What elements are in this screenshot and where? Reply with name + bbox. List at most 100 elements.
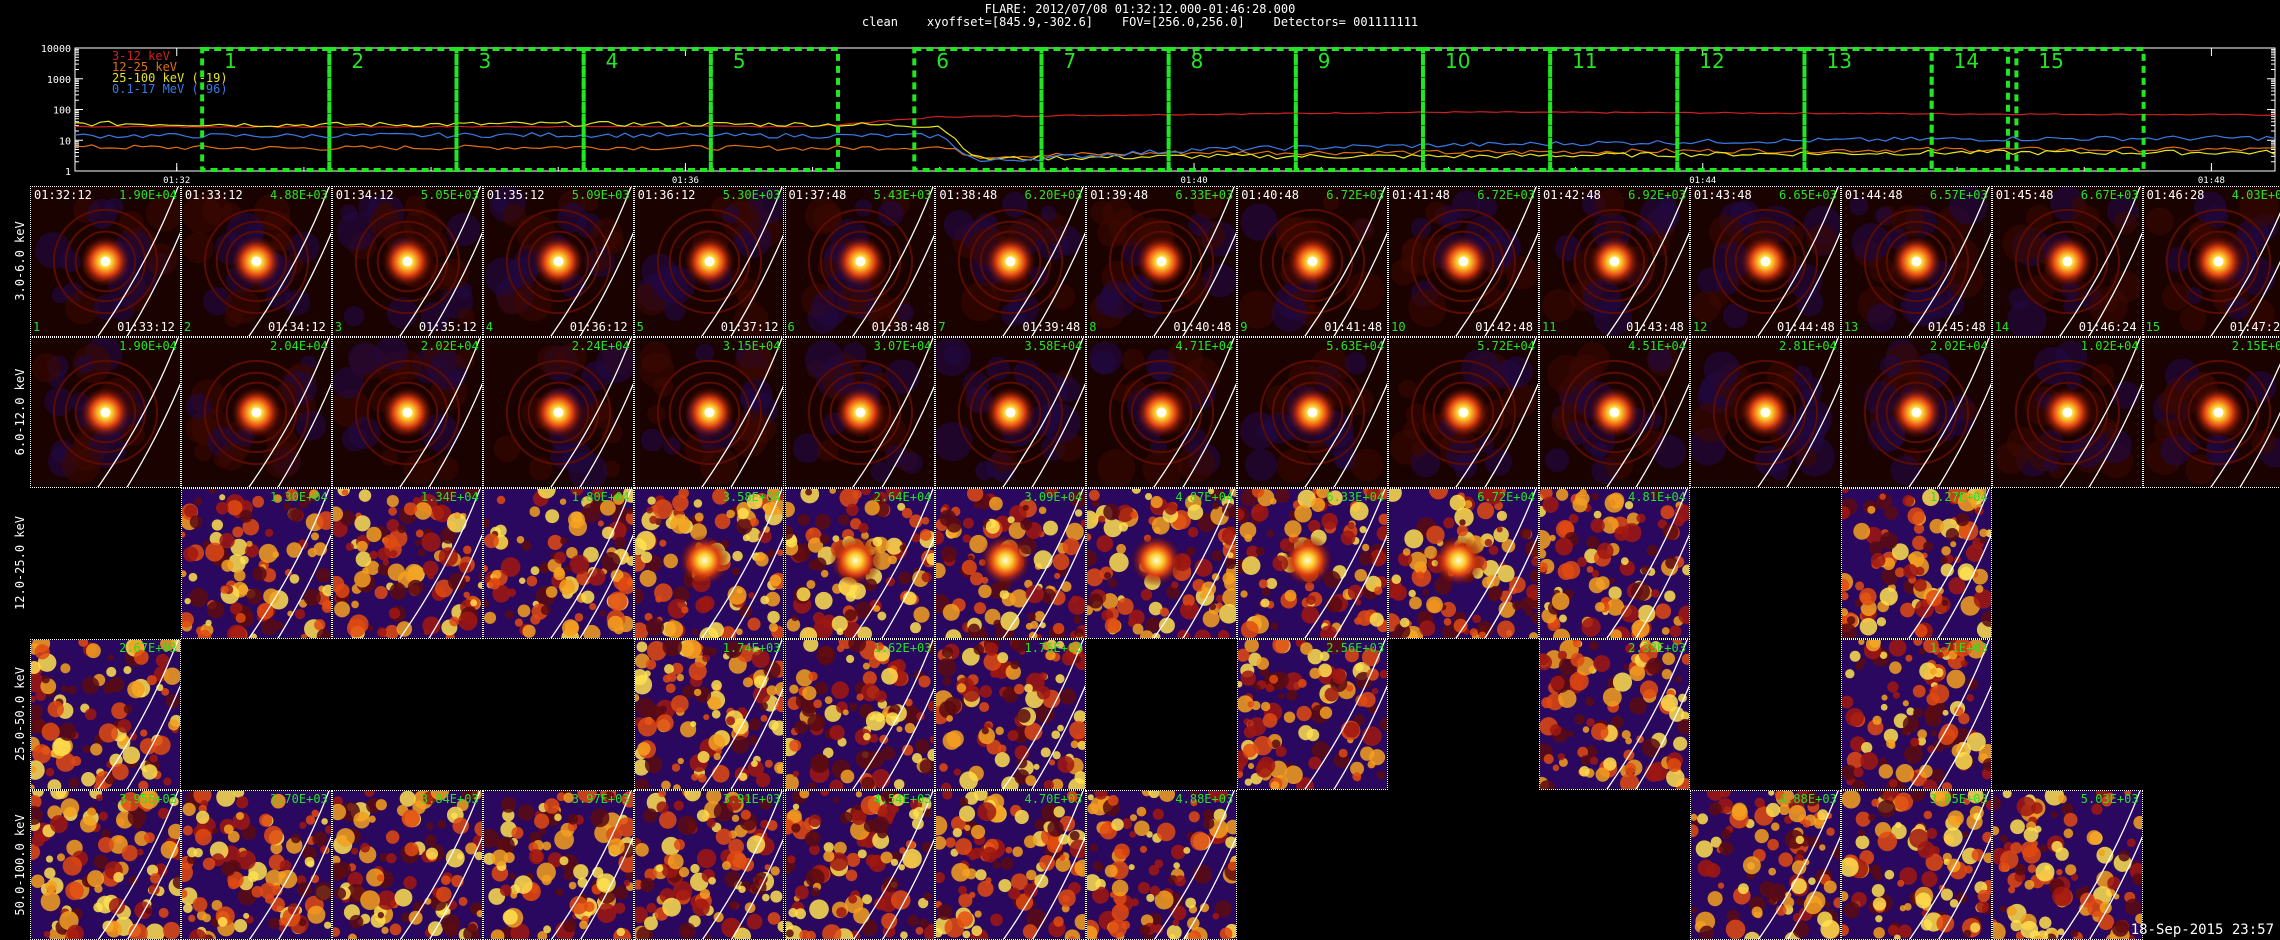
noise-blob <box>1227 552 1234 559</box>
noise-blob <box>491 849 508 866</box>
clean-image <box>181 790 331 940</box>
solar-limb-line <box>1002 639 1085 789</box>
noise-blob <box>206 600 225 619</box>
sidelobe-ring <box>1583 381 1646 444</box>
noise-blob <box>188 572 198 582</box>
noise-blob <box>958 885 968 895</box>
noise-blob <box>2007 885 2015 893</box>
solar-limb-line <box>880 383 935 487</box>
noise-blob <box>123 665 132 674</box>
noise-blob <box>446 212 481 247</box>
noise-blob <box>202 913 211 922</box>
noise-blob <box>1190 798 1198 806</box>
noise-blob <box>215 501 229 515</box>
noise-blob <box>71 755 82 766</box>
clean-image <box>936 187 1086 336</box>
solar-limb-line <box>550 790 632 940</box>
noise-blob <box>388 506 397 516</box>
noise-blob <box>1081 519 1086 527</box>
noise-blob <box>1005 846 1013 854</box>
y-tick-label: 10000 <box>41 44 71 55</box>
noise-blob <box>1623 663 1630 670</box>
noise-blob <box>595 872 616 893</box>
sidelobe-ring <box>2187 381 2249 444</box>
noise-blob <box>322 584 331 597</box>
noise-blob <box>161 687 170 696</box>
noise-blob <box>872 604 880 612</box>
noise-blob <box>1047 820 1065 837</box>
noise-blob <box>855 693 864 701</box>
x-tick-label: 01:40 <box>1181 176 1208 186</box>
noise-blob <box>488 577 500 590</box>
noise-blob <box>2106 876 2121 890</box>
noise-blob <box>1791 859 1807 875</box>
noise-blob <box>1792 921 1809 938</box>
source-peak <box>1911 256 1922 267</box>
noise-blob <box>647 496 656 505</box>
noise-blob <box>943 603 961 621</box>
noise-blob <box>457 307 475 326</box>
noise-blob <box>1798 447 1817 467</box>
noise-blob <box>1414 560 1428 574</box>
noise-blob <box>1103 518 1123 538</box>
noise-blob <box>1264 412 1296 444</box>
image-max-value: 6.92E+03 <box>1628 188 1686 202</box>
solar-limb-line <box>1304 337 1386 487</box>
clean-image <box>634 488 784 638</box>
noise-blob <box>607 591 628 611</box>
noise-blob <box>1841 623 1857 638</box>
noise-blob <box>1193 189 1224 220</box>
noise-blob <box>1992 825 1999 835</box>
noise-blob <box>798 929 810 940</box>
map-cell: 5.05E+03 01:34:12 01:35:12 3 <box>331 186 483 337</box>
noise-blob <box>1547 354 1587 395</box>
noise-blob <box>963 517 975 529</box>
interval-box <box>1802 47 1934 172</box>
noise-blob <box>1532 599 1538 608</box>
solar-limb-line <box>550 488 632 638</box>
legend-entry: 3-12 keV <box>112 49 170 63</box>
sidelobe-ring <box>203 359 309 465</box>
clean-image <box>785 639 935 789</box>
solar-limb-line <box>1908 790 1990 940</box>
noise-blob <box>880 851 893 864</box>
noise-blob <box>1157 822 1176 841</box>
noise-blob <box>1540 654 1553 671</box>
noise-blob <box>529 614 541 625</box>
image-max-value: 1.80E+04 <box>571 489 630 504</box>
noise-blob <box>529 506 540 517</box>
noise-blob <box>458 896 468 906</box>
noise-blob <box>233 790 245 798</box>
noise-blob <box>1087 802 1099 814</box>
noise-blob <box>93 781 106 789</box>
noise-blob <box>2205 204 2229 228</box>
map-cell: 6.65E+03 01:43:48 01:44:48 12 <box>1689 186 1841 337</box>
noise-blob <box>721 860 731 870</box>
noise-blob <box>513 283 552 322</box>
sidelobe-ring <box>2187 230 2249 293</box>
noise-blob <box>1841 790 1861 809</box>
source-peak <box>251 407 262 418</box>
noise-blob <box>785 525 794 540</box>
noise-blob <box>1274 488 1291 503</box>
noise-blob <box>454 349 476 370</box>
noise-blob <box>1593 510 1602 519</box>
sidelobe-ring <box>807 359 913 465</box>
noise-blob <box>578 920 588 929</box>
noise-blob <box>278 924 285 931</box>
noise-blob <box>777 920 784 932</box>
noise-blob <box>400 912 411 922</box>
solar-limb-line <box>1908 488 1990 638</box>
noise-blob <box>1045 488 1058 497</box>
map-cell: 4.70E+03 <box>935 789 1087 940</box>
noise-blob <box>363 790 375 797</box>
noise-blob <box>1482 576 1495 589</box>
noise-blob <box>375 798 387 810</box>
image-max-value: 2.81E+04 <box>1778 338 1837 353</box>
noise-blob <box>339 510 355 526</box>
noise-blob <box>753 675 767 689</box>
noise-blob <box>1947 809 1964 827</box>
map-cell: 3.84E+03 <box>331 789 483 940</box>
map-cell: 2.04E+04 <box>180 336 332 488</box>
noise-blob <box>951 862 971 882</box>
